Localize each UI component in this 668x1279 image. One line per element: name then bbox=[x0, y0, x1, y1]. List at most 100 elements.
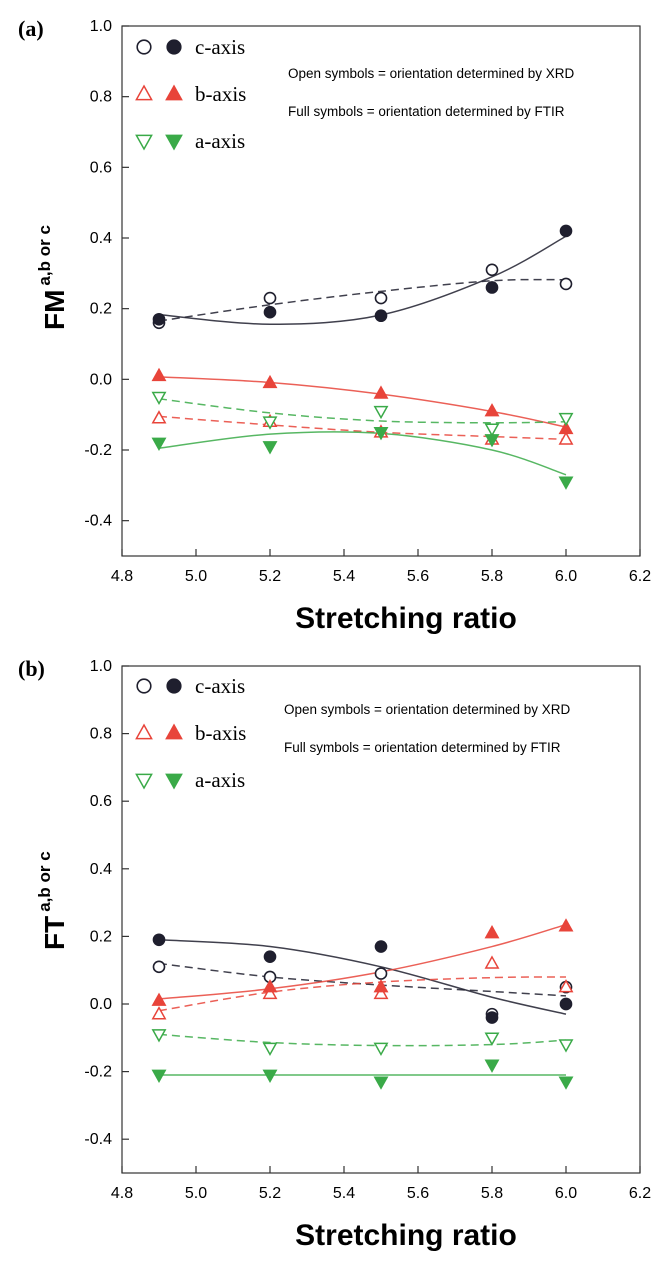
x-axis-label: Stretching ratio bbox=[295, 1219, 517, 1252]
data-point bbox=[484, 924, 500, 939]
x-tick-label: 6.2 bbox=[629, 568, 651, 585]
legend-label: b-axis bbox=[195, 82, 246, 106]
data-point bbox=[484, 423, 500, 437]
x-tick-label: 6.2 bbox=[629, 1185, 651, 1202]
data-point bbox=[373, 979, 389, 993]
y-axis-label: FMa,b or c bbox=[35, 225, 70, 330]
legend-marker-full bbox=[166, 39, 182, 55]
data-point bbox=[152, 960, 166, 974]
legend-marker-open bbox=[135, 84, 153, 101]
plot-frame bbox=[121, 665, 641, 1174]
y-tick-label: -0.2 bbox=[84, 442, 112, 459]
data-point bbox=[151, 410, 167, 424]
x-tick-label: 5.0 bbox=[185, 568, 207, 585]
data-point bbox=[262, 416, 278, 430]
data-point bbox=[152, 312, 166, 326]
data-point bbox=[151, 367, 167, 382]
data-point bbox=[263, 305, 277, 319]
annotation-note: Open symbols = orientation determined by… bbox=[284, 702, 571, 717]
y-tick-label: 0.0 bbox=[90, 996, 112, 1013]
chart-panel-a: (a) -0.4 -0.2 0.0 0.2 0.4 0.6 0.8 1.0 4.8 5.0 5.2 5… bbox=[18, 16, 651, 635]
data-point bbox=[374, 291, 388, 305]
x-tick-label: 4.8 bbox=[111, 568, 133, 585]
y-tick-label: 0.2 bbox=[90, 301, 112, 318]
y-axis-label-sup: a,b or c bbox=[35, 225, 54, 285]
data-point bbox=[151, 437, 167, 451]
y-axis-label-main: F bbox=[39, 933, 70, 950]
x-tick-label: 5.2 bbox=[259, 1185, 281, 1202]
data-point bbox=[262, 985, 278, 1000]
chart-b-svg: -0.4 -0.2 0.0 0.2 0.4 0.6 0.8 1.0 4.8 5.0 5.2 5.4 5.… bbox=[35, 658, 651, 1252]
fit-curve bbox=[158, 431, 567, 476]
legend-marker-open bbox=[136, 678, 152, 694]
data-point bbox=[558, 431, 574, 445]
y-axis-label-text: FTa,b or c bbox=[35, 851, 70, 950]
x-tick-label: 6.0 bbox=[555, 568, 577, 585]
data-point bbox=[373, 1076, 389, 1090]
data-point bbox=[373, 405, 389, 420]
x-tick-label: 4.8 bbox=[111, 1185, 133, 1202]
y-axis-label: FTa,b or c bbox=[35, 851, 70, 950]
data-point bbox=[558, 1076, 574, 1090]
data-point bbox=[485, 263, 499, 277]
y-tick-label: 1.0 bbox=[90, 658, 112, 675]
y-axis-label-text: FMa,b or c bbox=[35, 225, 70, 330]
data-point bbox=[151, 391, 167, 406]
y-tick-label: 0.6 bbox=[90, 793, 112, 810]
x-tick-label: 6.0 bbox=[555, 1185, 577, 1202]
legend-marker-full bbox=[165, 134, 183, 151]
data-point bbox=[484, 434, 500, 448]
annotation-note: Open symbols = orientation determined by… bbox=[288, 66, 575, 81]
data-point bbox=[374, 967, 388, 980]
data-point bbox=[558, 918, 574, 932]
data-point bbox=[558, 1039, 574, 1053]
data-point bbox=[559, 224, 573, 238]
fit-curve bbox=[158, 235, 567, 325]
x-tick-label: 5.6 bbox=[407, 1185, 429, 1202]
data-point bbox=[373, 1042, 389, 1056]
legend-marker-full bbox=[165, 773, 183, 790]
data-point bbox=[484, 1059, 500, 1073]
data-point bbox=[151, 1006, 167, 1020]
data-point bbox=[558, 412, 574, 427]
data-point bbox=[373, 385, 389, 399]
y-tick-label: 0.4 bbox=[90, 230, 112, 247]
data-point bbox=[485, 1011, 499, 1024]
y-axis-label-sub: M bbox=[39, 290, 70, 313]
x-tick-label: 5.6 bbox=[407, 568, 429, 585]
y-tick-label: 0.2 bbox=[90, 928, 112, 945]
data-point bbox=[263, 291, 277, 305]
y-tick-label: -0.4 bbox=[84, 513, 112, 530]
data-point bbox=[558, 420, 574, 435]
legend-marker-open bbox=[135, 723, 153, 740]
legend-marker-open bbox=[136, 39, 152, 55]
fit-curve bbox=[158, 278, 567, 322]
legend-marker-full bbox=[166, 678, 182, 694]
data-point bbox=[262, 1069, 278, 1084]
fit-curve bbox=[158, 939, 567, 1015]
data-point bbox=[559, 277, 573, 291]
y-tick-label: 0.8 bbox=[90, 726, 112, 743]
fit-curve bbox=[158, 962, 567, 997]
annotation-note: Full symbols = orientation determined by… bbox=[288, 104, 565, 119]
data-point bbox=[151, 992, 167, 1006]
fit-curve bbox=[158, 1033, 567, 1047]
annotation-note: Full symbols = orientation determined by… bbox=[284, 740, 561, 755]
x-tick-label: 5.4 bbox=[333, 1185, 355, 1202]
legend-label: c-axis bbox=[195, 674, 245, 698]
x-tick-label: 5.0 bbox=[185, 1185, 207, 1202]
fit-curve bbox=[158, 923, 567, 1000]
legend-label: c-axis bbox=[195, 35, 245, 59]
fit-curve bbox=[158, 376, 567, 428]
x-tick-label: 5.8 bbox=[481, 1185, 503, 1202]
y-tick-label: -0.2 bbox=[84, 1064, 112, 1081]
panel-label-a: (a) bbox=[18, 16, 44, 41]
legend-label: a-axis bbox=[195, 129, 245, 153]
panel-label-b: (b) bbox=[18, 656, 45, 681]
data-point bbox=[484, 403, 500, 417]
y-tick-label: 0.8 bbox=[90, 89, 112, 106]
data-point bbox=[558, 979, 574, 993]
x-tick-label: 5.2 bbox=[259, 568, 281, 585]
fit-curve bbox=[158, 398, 567, 424]
data-point bbox=[485, 281, 499, 294]
